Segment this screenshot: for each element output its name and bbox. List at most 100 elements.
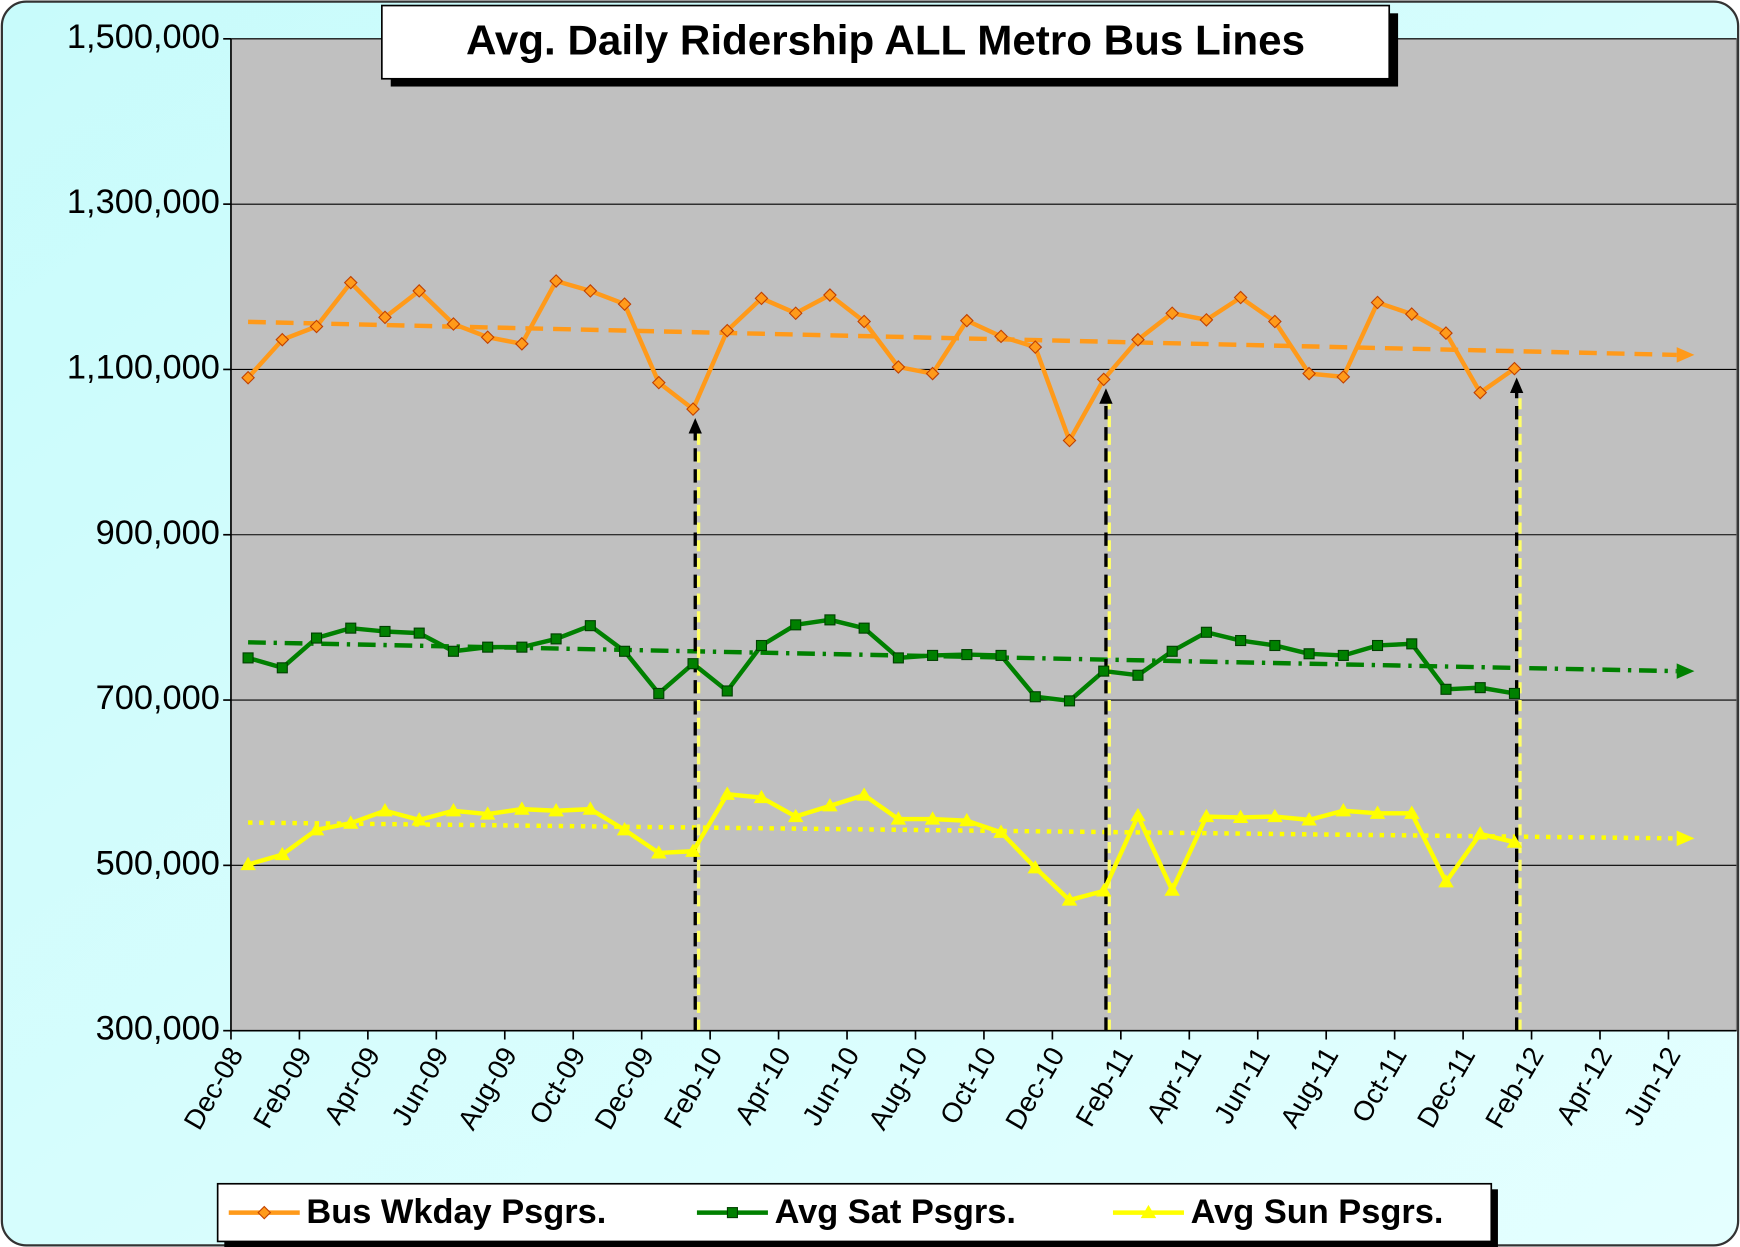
data-point xyxy=(651,375,666,390)
data-point xyxy=(1406,638,1418,650)
trend-arrowhead xyxy=(1676,347,1695,363)
data-point xyxy=(1337,649,1349,661)
data-point xyxy=(446,317,461,331)
data-point xyxy=(995,649,1007,661)
data-point xyxy=(721,685,733,697)
data-point xyxy=(482,641,494,653)
data-point xyxy=(788,306,803,321)
data-point xyxy=(892,652,904,664)
data-point xyxy=(516,641,528,653)
data-point xyxy=(1028,340,1043,355)
data-point xyxy=(550,633,562,645)
data-point xyxy=(753,789,770,804)
data-point xyxy=(308,822,325,836)
y-tick-label: 500,000 xyxy=(96,844,220,882)
data-point xyxy=(1440,683,1452,695)
annotation-arrowhead xyxy=(1099,388,1113,404)
y-tick-label: 1,100,000 xyxy=(67,349,220,387)
data-point xyxy=(1404,307,1419,321)
data-point xyxy=(653,687,665,699)
data-point xyxy=(824,614,836,626)
data-point xyxy=(583,284,598,298)
trend-lines xyxy=(248,319,1695,847)
data-point xyxy=(1232,809,1249,823)
data-point xyxy=(685,843,701,857)
data-point xyxy=(1302,366,1316,381)
trend-line xyxy=(248,820,1677,841)
data-point xyxy=(993,824,1009,838)
data-point xyxy=(274,846,291,861)
data-point xyxy=(1130,807,1146,822)
data-point xyxy=(891,360,906,374)
data-point xyxy=(1269,639,1281,652)
data-point xyxy=(584,620,596,632)
data-point xyxy=(1061,892,1078,906)
data-point xyxy=(275,332,290,347)
data-point xyxy=(1233,290,1248,305)
data-point xyxy=(822,798,838,812)
annotation-arrowhead xyxy=(1510,377,1524,394)
data-point xyxy=(1165,306,1180,321)
data-point xyxy=(549,274,564,288)
data-point xyxy=(959,812,975,827)
data-point xyxy=(1267,808,1283,823)
data-point xyxy=(1235,634,1247,647)
data-point xyxy=(582,801,599,815)
data-point xyxy=(1096,372,1111,387)
series-lines xyxy=(240,274,1523,906)
trend-arrowhead xyxy=(1676,663,1695,679)
y-tick-label: 1,500,000 xyxy=(67,18,220,56)
data-point xyxy=(378,310,392,325)
data-point xyxy=(1132,669,1144,681)
data-point xyxy=(617,297,632,312)
data-point xyxy=(1131,332,1145,347)
y-tick-label: 700,000 xyxy=(96,679,220,717)
data-point xyxy=(1369,805,1386,819)
data-point xyxy=(240,856,256,871)
data-point xyxy=(1371,639,1384,652)
data-point xyxy=(276,662,288,674)
legend-box xyxy=(216,1182,1493,1243)
data-point xyxy=(651,845,667,859)
data-point xyxy=(1095,883,1112,897)
data-point xyxy=(1506,834,1523,848)
data-point xyxy=(790,619,802,631)
data-point xyxy=(857,314,872,329)
y-tick-label: 900,000 xyxy=(96,514,220,552)
data-point xyxy=(1198,808,1215,823)
data-point xyxy=(927,649,939,661)
data-point xyxy=(1267,314,1282,329)
data-point xyxy=(445,803,462,817)
data-point xyxy=(619,645,631,657)
data-point xyxy=(719,786,736,800)
data-point xyxy=(1303,648,1315,660)
data-point xyxy=(1403,805,1420,819)
data-point xyxy=(515,336,529,351)
data-point xyxy=(1062,433,1077,448)
data-point xyxy=(1027,860,1044,874)
data-point xyxy=(1439,326,1453,340)
data-point xyxy=(823,288,837,302)
data-point xyxy=(241,370,255,385)
data-point xyxy=(1370,295,1385,310)
data-point xyxy=(787,808,804,823)
trend-arrowhead xyxy=(1676,830,1695,847)
data-point xyxy=(959,313,974,328)
data-point xyxy=(342,815,359,829)
legend: Bus Wkday Psgrs. Avg Sat Psgrs. Avg Sun Ps… xyxy=(216,1182,1498,1247)
data-point xyxy=(411,812,427,826)
data-point xyxy=(616,822,633,836)
trend-line xyxy=(248,319,1677,358)
data-point xyxy=(856,787,872,801)
data-point xyxy=(755,639,768,652)
data-point xyxy=(858,622,870,634)
series-line xyxy=(247,792,1515,903)
data-point xyxy=(413,627,425,639)
y-tick-label: 1,300,000 xyxy=(67,183,220,221)
data-point xyxy=(412,284,427,298)
data-point xyxy=(686,402,700,416)
chart-title: Avg. Daily Ridership ALL Metro Bus Lines xyxy=(466,16,1305,63)
data-point xyxy=(379,625,391,637)
data-point xyxy=(377,803,393,817)
data-point xyxy=(925,366,940,381)
